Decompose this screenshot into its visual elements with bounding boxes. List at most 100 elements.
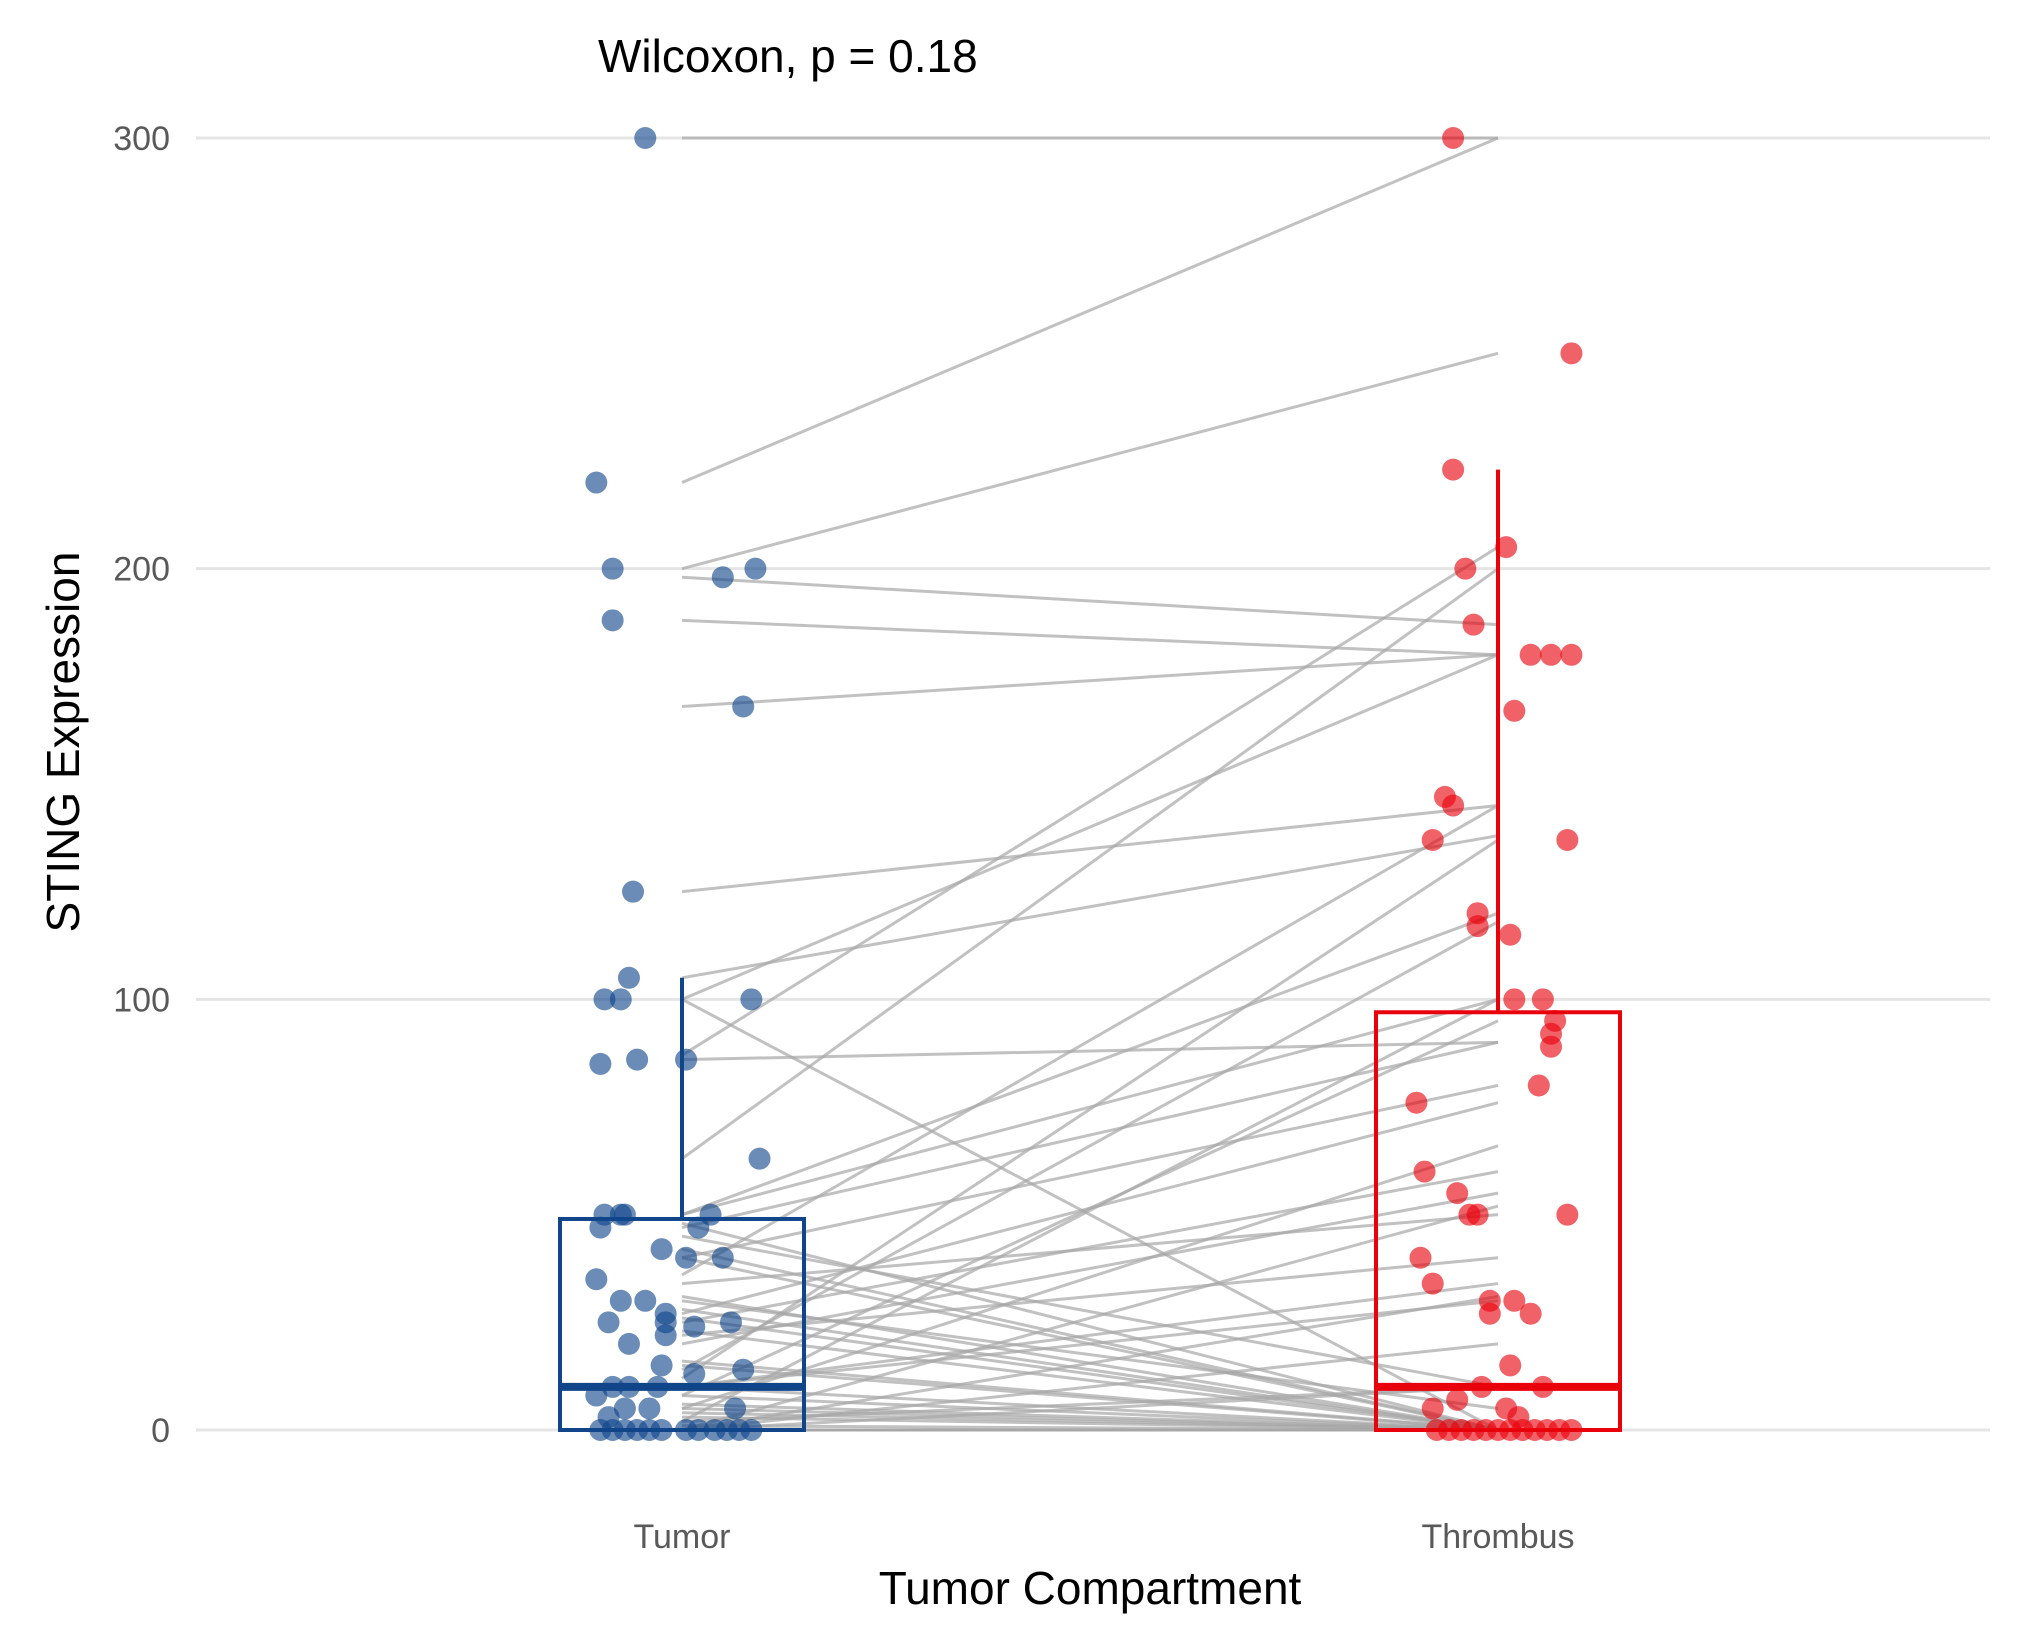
y-axis-title: STING Expression [37,552,89,933]
pair-line [681,1234,1499,1389]
y-tick-label-0: 0 [151,1412,170,1450]
tumor-point [732,1358,755,1381]
thrombus-point [1421,1397,1444,1420]
pair-line [681,1282,1499,1389]
tumor-point [683,1315,706,1338]
thrombus-point [1503,1289,1526,1312]
y-tick-label-100: 100 [113,981,170,1019]
tumor-point [719,1311,742,1334]
pair-line [681,834,1499,980]
tumor-point [589,1052,612,1075]
y-tick-labels: 0 100 200 300 [113,120,170,1450]
thrombus-point [1442,127,1465,149]
thrombus-point [1462,613,1485,636]
pair-line [681,1204,1499,1432]
thrombus-point [1442,458,1465,481]
tumor-point [646,1375,669,1398]
thrombus-point [1503,699,1526,722]
thrombus-point [1556,1203,1579,1226]
tumor-point [609,988,632,1011]
tumor-point [626,1048,649,1071]
pair-line [681,1213,1499,1286]
tumor-point [601,609,624,632]
tumor-point [675,1246,698,1269]
tumor-point [601,1375,624,1398]
y-tick-label-200: 200 [113,551,170,589]
tumor-point [585,1384,608,1407]
pair-line [681,1363,1499,1432]
pair-line [681,920,1499,1372]
pair-line [681,1170,1499,1324]
pair-line [681,804,1499,894]
paired-lines [681,136,1499,1432]
thrombus-point [1560,1419,1583,1441]
pair-line [681,1385,1499,1432]
thrombus-point [1499,923,1522,946]
thrombus-point [1540,643,1563,666]
thrombus-point [1507,1406,1530,1429]
x-tick-label-thrombus: Thrombus [1421,1518,1574,1556]
tumor-point [687,1216,710,1239]
thrombus-point [1531,1375,1554,1398]
pair-line [681,1295,1499,1432]
tumor-point [711,1246,734,1269]
tumor-point [617,1375,640,1398]
pair-line [681,1191,1499,1346]
tumor-point [613,1397,636,1420]
pair-line [681,911,1499,1217]
tumor-point [650,1238,673,1261]
tumor-point [740,988,763,1011]
thrombus-point [1466,1203,1489,1226]
pair-line [681,545,1499,1057]
tumor-point [724,1397,747,1420]
tumor-point [601,557,624,580]
pair-line [681,575,1499,627]
data-points [585,127,1583,1441]
thrombus-point [1519,1302,1542,1325]
thrombus-point [1531,988,1554,1011]
pair-line [681,1019,1499,1397]
pair-line [681,1299,1499,1389]
thrombus-point [1421,1272,1444,1295]
pair-line [681,351,1499,571]
tumor-point [634,127,657,149]
pair-line [681,838,1499,1380]
tumor-point [597,1311,620,1334]
pair-line [681,1144,1499,1410]
thrombus-point [1560,643,1583,666]
tumor-point [609,1289,632,1312]
pair-line [681,653,1499,708]
tumor-point [613,1203,636,1226]
tumor-point [740,1419,763,1441]
tumor-point [650,1419,673,1441]
thrombus-point [1425,1419,1448,1441]
boxplots [558,469,1622,1433]
pair-line [681,998,1499,1423]
thrombus-point [1470,1375,1493,1398]
thrombus-point [1556,828,1579,851]
tumor-point [622,880,645,903]
pair-line [681,1083,1499,1260]
pair-line [681,1329,1499,1432]
tumor-point [711,566,734,589]
thrombus-point [1495,536,1518,559]
pair-line [681,1040,1499,1062]
pair-line [681,618,1499,657]
pair-line [681,567,1499,1160]
tumor-point [675,1048,698,1071]
x-tick-label-tumor: Tumor [634,1518,731,1556]
thrombus-point [1454,557,1477,580]
pair-line [681,1316,1499,1432]
thrombus-point [1560,342,1583,365]
tumor-point [687,1419,710,1441]
tumor-point [589,1216,612,1239]
thrombus-point [1527,1074,1550,1097]
thrombus-point [1503,988,1526,1011]
pair-line [681,1256,1499,1337]
pair-line [681,136,1499,484]
tumor-point [683,1363,706,1386]
tumor-point [732,695,755,718]
x-tick-labels: Tumor Thrombus [634,1518,1575,1556]
thrombus-point [1442,794,1465,817]
